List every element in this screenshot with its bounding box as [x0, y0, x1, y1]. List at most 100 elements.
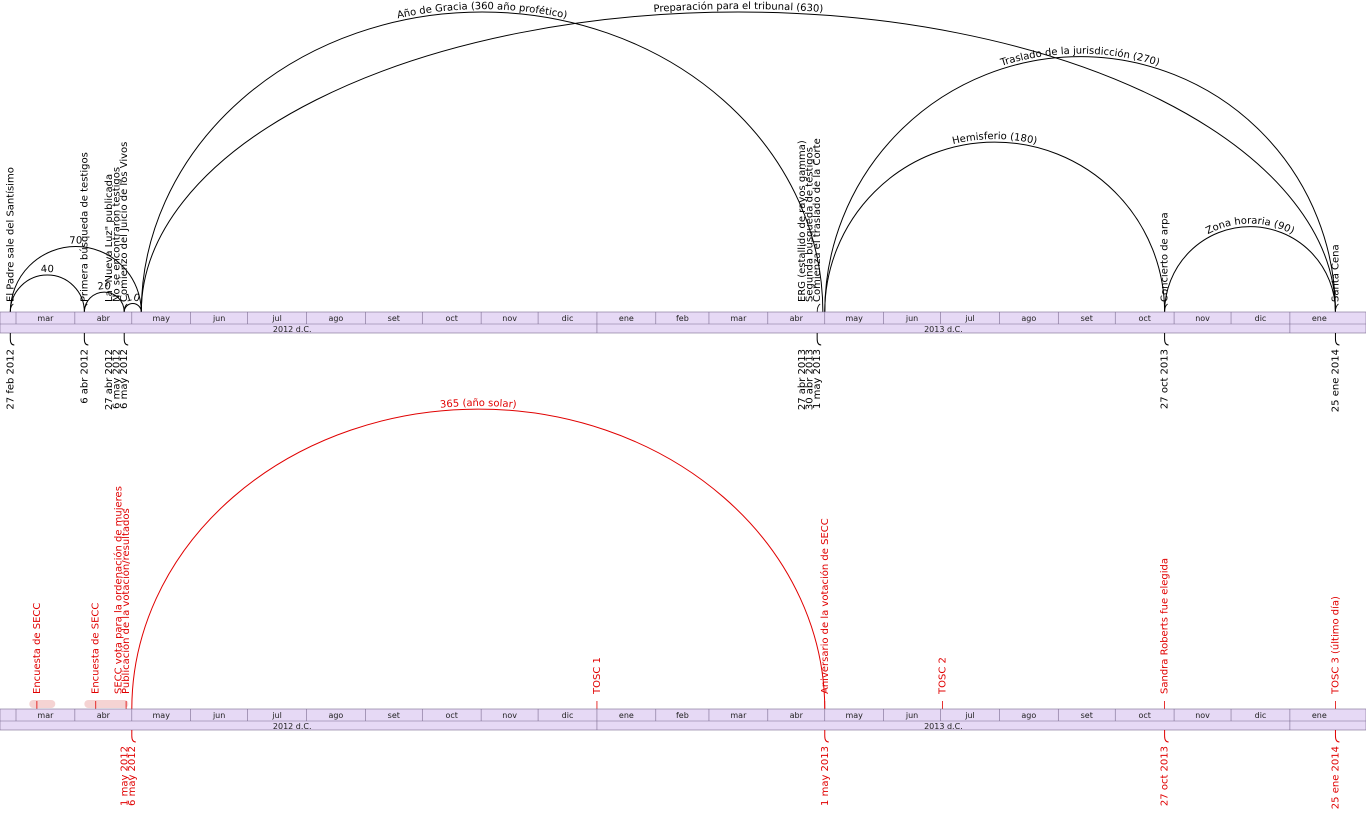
month-label: jun [212, 314, 225, 323]
date-marker [816, 333, 822, 346]
event-label: TOSC 2 [937, 657, 948, 695]
arc-label: Zona horaria (90) [1204, 216, 1296, 237]
event-marker [9, 303, 14, 313]
month-label: set [1081, 314, 1093, 323]
month-label: ago [328, 314, 343, 323]
event-label: Encuesta de SECC [32, 603, 43, 694]
arc-label-text: Zona horaria (90) [1204, 216, 1296, 237]
date-label: 6 may 2012 [119, 349, 130, 409]
date-marker [131, 730, 136, 743]
month-label: may [153, 314, 171, 323]
month-label: set [388, 314, 400, 323]
date-marker [123, 333, 129, 346]
year-label: 2013 d.C. [924, 325, 963, 334]
month-label: jul [271, 711, 282, 720]
month-label: jul [271, 314, 282, 323]
arc-label: 365 (año solar) [440, 398, 518, 411]
month-label: ago [1021, 711, 1036, 720]
month-label: mar [730, 711, 747, 720]
axis-band [0, 708, 1366, 731]
date-marker [83, 333, 89, 346]
event-label: Santa Cena [1330, 244, 1341, 302]
month-label: ago [1021, 314, 1036, 323]
arc-label: Hemisferio (180) [951, 131, 1038, 147]
month-label: abr [790, 314, 804, 323]
arc-label-text: Año de Gracia (360 año profético) [396, 1, 568, 21]
month-label: ene [619, 314, 634, 323]
event-label: Comienzo del Juicio de los Vivos [119, 142, 130, 302]
event-label: Publicación de la votación/resultados [120, 508, 132, 694]
event-label: Segunda búsqueda de testigos [804, 147, 816, 302]
month-label: ene [1312, 711, 1327, 720]
arc-label-text: 365 (año solar) [440, 398, 518, 411]
month-label: oct [445, 314, 457, 323]
event-label: Comienza el traslado de la Corte [812, 138, 823, 302]
month-label: mar [730, 314, 747, 323]
date-label: 27 feb 2012 [5, 349, 16, 410]
event-label: Aniversario de la votación de SECC [819, 518, 831, 694]
arc-label-text: 40 [40, 264, 54, 275]
arc-label: 40 [40, 264, 54, 275]
month-label: jul [964, 314, 975, 323]
month-label: may [845, 711, 863, 720]
blurred-mark [84, 700, 129, 708]
event-label: Concierto de arpa [1160, 212, 1171, 302]
month-label: dic [562, 314, 574, 323]
arc [824, 142, 1166, 313]
month-label: mar [37, 314, 54, 323]
event-marker [816, 303, 821, 313]
arc-label-path [822, 54, 1339, 312]
date-label: 27 abr 2012 [104, 349, 115, 410]
month-label: set [388, 711, 400, 720]
arc [83, 291, 125, 313]
date-label: 27 abr 2013 [797, 349, 808, 410]
date-label: 27 oct 2013 [1160, 746, 1171, 806]
month-label: abr [97, 314, 111, 323]
date-label: 1 may 2013 [812, 349, 823, 409]
event-marker [1335, 303, 1339, 313]
month-label: abr [97, 711, 111, 720]
arc-label-path [822, 139, 1168, 312]
date-label: 30 abr 2013 [805, 349, 816, 410]
arc-label-text: Preparación para el tribunal (630) [653, 0, 823, 15]
date-marker [1334, 333, 1340, 346]
arc-label-path [1162, 224, 1339, 312]
arc-label-text: Hemisferio (180) [951, 131, 1038, 147]
month-label: mar [37, 711, 54, 720]
month-label: jun [905, 711, 918, 720]
date-label: 1 may 2012 [119, 746, 130, 806]
event-label: TOSC 1 [592, 657, 603, 695]
month-label: may [845, 314, 863, 323]
event-label: No se encontraron testigos [112, 167, 123, 302]
month-label: jun [905, 314, 918, 323]
month-label: may [153, 711, 171, 720]
blurred-mark [29, 700, 56, 708]
month-label: ene [1312, 314, 1327, 323]
month-label: jun [212, 711, 225, 720]
date-marker [1164, 730, 1169, 743]
arc [824, 56, 1336, 313]
event-marker [1164, 303, 1168, 313]
arc-label: Año de Gracia (360 año profético) [396, 1, 568, 21]
date-label: 25 ene 2014 [1330, 349, 1341, 412]
date-label: 6 may 2012 [112, 349, 123, 409]
bottom-timeline: 365 (año solar) Encuesta de SECC Encuesta … [0, 398, 1366, 809]
month-label: feb [676, 711, 689, 720]
month-label: oct [1138, 711, 1150, 720]
arc [140, 11, 1336, 313]
year-label: 2012 d.C. [273, 722, 312, 731]
date-marker [9, 333, 15, 346]
event-marker [83, 303, 88, 313]
date-label: 1 may 2013 [820, 746, 831, 806]
event-label: La "Nueva Luz" publicada [104, 174, 115, 302]
event-label: SECC vota para la ordenación de mujeres [113, 486, 125, 694]
date-label: 25 ene 2014 [1330, 746, 1341, 809]
month-label: dic [1255, 711, 1267, 720]
event-marker [123, 303, 128, 313]
arc-label-path [138, 9, 826, 312]
month-label: nov [502, 314, 517, 323]
arc-label: Preparación para el tribunal (630) [653, 0, 823, 15]
date-marker [1164, 333, 1169, 346]
